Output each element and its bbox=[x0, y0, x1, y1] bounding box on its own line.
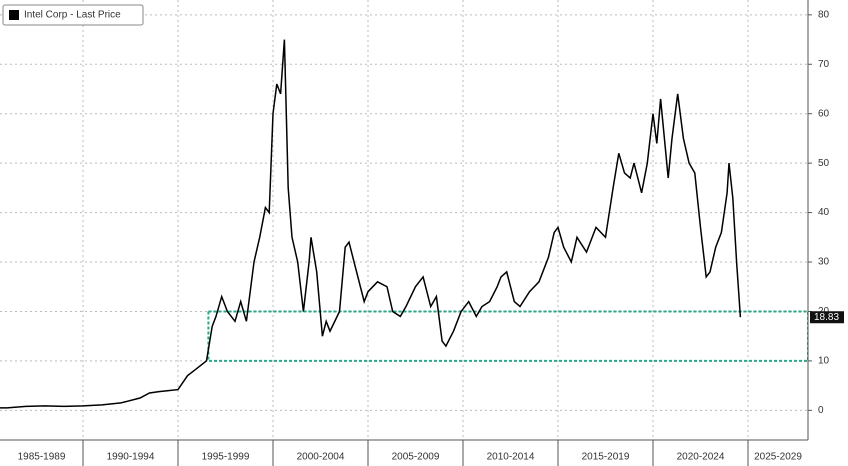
x-tick-label: 1990-1994 bbox=[107, 452, 155, 463]
x-tick-label: 2025-2029 bbox=[754, 452, 802, 463]
last-price-label: 18.83 bbox=[814, 312, 839, 323]
y-tick-label: 30 bbox=[818, 257, 830, 268]
y-tick-label: 70 bbox=[818, 59, 830, 70]
x-tick-label: 2010-2014 bbox=[487, 452, 535, 463]
x-tick-label: 2005-2009 bbox=[392, 452, 440, 463]
y-tick-label: 10 bbox=[818, 356, 830, 367]
x-tick-label: 1985-1989 bbox=[18, 452, 66, 463]
legend-swatch bbox=[9, 10, 19, 20]
x-tick-label: 2020-2024 bbox=[677, 452, 725, 463]
y-tick-label: 60 bbox=[818, 108, 830, 119]
x-tick-label: 2015-2019 bbox=[582, 452, 630, 463]
price-line bbox=[0, 39, 742, 409]
legend-box bbox=[2, 4, 144, 26]
x-tick-label: 1995-1999 bbox=[202, 452, 250, 463]
plot-area bbox=[0, 0, 808, 440]
y-tick-label: 0 bbox=[818, 405, 824, 416]
x-tick-label: 2000-2004 bbox=[297, 452, 345, 463]
y-tick-label: 40 bbox=[818, 207, 830, 218]
legend-label: Intel Corp - Last Price bbox=[24, 10, 121, 21]
y-tick-label: 50 bbox=[818, 158, 830, 169]
last-price-box bbox=[810, 311, 844, 324]
y-tick-label: 80 bbox=[818, 9, 830, 20]
